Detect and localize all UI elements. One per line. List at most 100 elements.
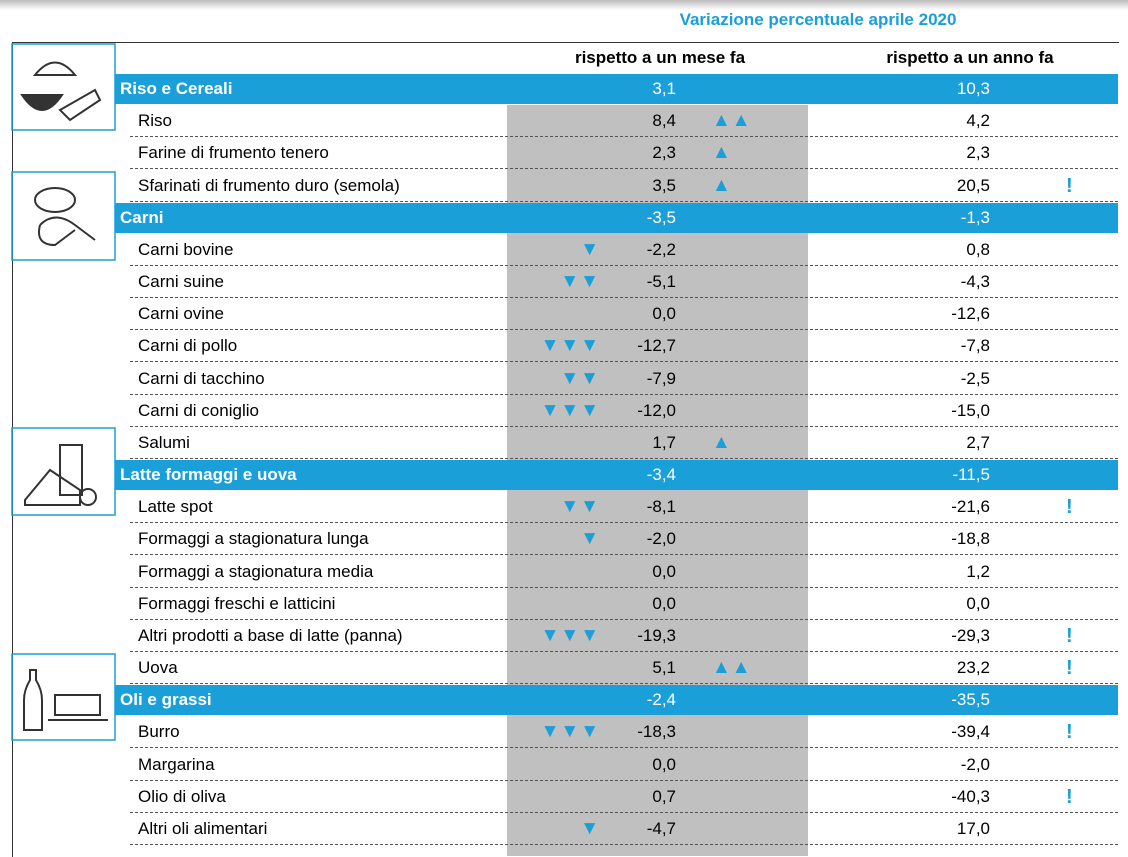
arrow-down: ▼ — [580, 817, 600, 839]
group-month: -2,4 — [646, 690, 676, 710]
item-year: -15,0 — [951, 400, 990, 420]
item-year: 17,0 — [956, 818, 990, 838]
item-month: -19,3 — [637, 625, 676, 645]
item-month: 1,7 — [652, 432, 676, 452]
row-divider — [130, 843, 1118, 845]
item-year: 4,2 — [966, 111, 990, 131]
row-divider — [130, 522, 1118, 524]
arrow-down: ▼▼▼ — [540, 721, 600, 743]
row-divider — [130, 200, 1118, 202]
group-year: -1,3 — [960, 207, 990, 227]
arrow-up: ▲▲ — [712, 657, 752, 679]
item-month: -2,0 — [646, 529, 676, 549]
alert: ! — [1066, 496, 1073, 519]
row-divider — [130, 264, 1118, 266]
item-year: -7,8 — [960, 336, 990, 356]
item-year: -4,3 — [960, 272, 990, 292]
item-month: 0,7 — [652, 786, 676, 806]
item-year: -2,5 — [960, 368, 990, 388]
row-divider — [130, 747, 1118, 749]
group-month: -3,5 — [646, 207, 676, 227]
alert: ! — [1066, 785, 1073, 808]
row-divider — [130, 683, 1118, 685]
group-bar — [115, 202, 1118, 233]
group-bar — [115, 460, 1118, 491]
group-name: Riso e Cereali — [120, 79, 233, 98]
item-name: Carni di tacchino — [138, 368, 265, 388]
row-divider — [130, 457, 1118, 459]
row-divider — [130, 554, 1118, 556]
item-name: Latte spot — [138, 497, 213, 517]
item-year: -21,6 — [951, 497, 990, 517]
item-name: Margarina — [138, 754, 215, 774]
arrow-down: ▼▼ — [560, 367, 600, 389]
row-divider — [130, 329, 1118, 331]
item-name: Carni di coniglio — [138, 400, 259, 420]
arrow-down: ▼ — [580, 238, 600, 260]
item-month: -18,3 — [637, 722, 676, 742]
item-name: Carni di pollo — [138, 336, 238, 356]
group-year: -35,5 — [951, 690, 990, 710]
group-month: -3,4 — [646, 465, 676, 485]
item-name: Olio di oliva — [138, 786, 226, 806]
item-name: Uova — [138, 658, 178, 678]
item-name: Altri prodotti a base di latte (panna) — [138, 625, 403, 645]
item-name: Carni suine — [138, 272, 224, 292]
item-year: 2,7 — [966, 432, 990, 452]
arrow-down: ▼ — [580, 528, 600, 550]
item-year: 20,5 — [956, 175, 990, 195]
item-year: -2,0 — [960, 754, 990, 774]
item-name: Altri oli alimentari — [138, 818, 268, 838]
row-divider — [130, 297, 1118, 299]
item-month: -12,7 — [637, 336, 676, 356]
group-name: Oli e grassi — [120, 690, 212, 710]
item-year: -18,8 — [951, 529, 990, 549]
item-month: 0,0 — [652, 304, 676, 324]
alert: ! — [1066, 657, 1073, 680]
row-divider — [130, 361, 1118, 363]
arrow-down: ▼▼ — [560, 271, 600, 293]
row-divider — [130, 779, 1118, 781]
item-month: -12,0 — [637, 400, 676, 420]
alert: ! — [1066, 174, 1073, 197]
item-month: -7,9 — [646, 368, 676, 388]
group-name: Latte formaggi e uova — [120, 465, 297, 485]
group-year: 10,3 — [956, 79, 990, 98]
item-name: Burro — [138, 722, 180, 742]
alert: ! — [1066, 721, 1073, 744]
item-year: -40,3 — [951, 786, 990, 806]
group-name: Carni — [120, 207, 164, 227]
item-name: Sfarinati di frumento duro (semola) — [138, 175, 400, 195]
item-year: -39,4 — [951, 722, 990, 742]
arrow-down: ▼▼▼ — [540, 399, 600, 421]
arrow-up: ▲ — [712, 142, 732, 164]
group-bar — [115, 74, 1118, 104]
group-month: 3,1 — [652, 79, 676, 98]
item-month: 5,1 — [652, 658, 676, 678]
item-year: 2,3 — [966, 143, 990, 163]
item-month: -4,7 — [646, 818, 676, 838]
group-bar — [115, 685, 1118, 716]
arrow-down: ▼▼▼ — [540, 335, 600, 357]
item-year: 0,8 — [966, 239, 990, 259]
row-divider — [130, 586, 1118, 588]
item-month: -5,1 — [646, 272, 676, 292]
item-month: 3,5 — [652, 175, 676, 195]
item-name: Riso — [138, 111, 173, 131]
item-year: 1,2 — [966, 561, 990, 581]
item-month: -2,2 — [646, 239, 676, 259]
header-title: Variazione percentuale aprile 2020 — [679, 10, 957, 29]
arrow-up: ▲ — [712, 174, 732, 196]
item-month: 0,0 — [652, 561, 676, 581]
item-month: 8,4 — [652, 111, 676, 131]
item-year: 0,0 — [966, 593, 990, 613]
arrow-up: ▲ — [712, 431, 732, 453]
arrow-down: ▼▼▼ — [540, 624, 600, 646]
row-divider — [130, 393, 1118, 395]
item-month: 2,3 — [652, 143, 676, 163]
row-divider — [130, 168, 1118, 170]
top-strip — [0, 0, 1128, 10]
item-name: Formaggi a stagionatura lunga — [138, 529, 369, 549]
item-name: Carni ovine — [138, 304, 224, 324]
